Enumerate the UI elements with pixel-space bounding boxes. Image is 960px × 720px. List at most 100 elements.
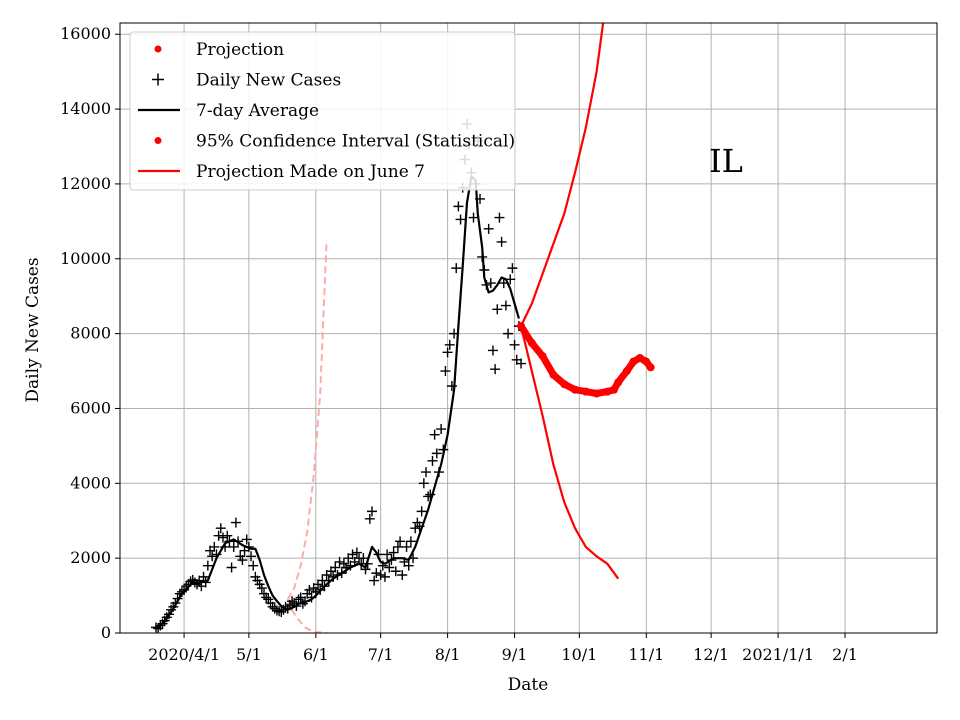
series-95-confidence-interval-lower	[519, 325, 620, 580]
daily-case-marker	[222, 530, 233, 541]
legend-item: Daily New Cases	[152, 71, 341, 91]
legend-item: 95% Confidence Interval (Statistical)	[154, 132, 515, 152]
projection-dot	[527, 338, 536, 347]
daily-case-marker	[226, 562, 237, 573]
daily-case-marker	[509, 339, 520, 350]
daily-case-marker	[496, 236, 507, 247]
x-tick-label: 10/1	[561, 645, 597, 664]
daily-case-marker	[261, 592, 272, 603]
series-projection	[517, 322, 655, 398]
daily-case-marker	[418, 478, 429, 489]
projection-dot	[629, 357, 638, 366]
daily-case-marker	[217, 532, 228, 543]
y-tick-label: 10000	[60, 249, 111, 268]
x-tick-label: 9/1	[502, 645, 528, 664]
series-projection-made-on-june-7-upper	[286, 240, 328, 600]
daily-case-marker	[485, 278, 496, 289]
daily-case-marker	[455, 214, 466, 225]
daily-case-marker	[503, 328, 514, 339]
projection-dot	[609, 385, 618, 394]
daily-case-marker	[230, 517, 241, 528]
daily-case-marker	[397, 569, 408, 580]
projection-dot	[571, 385, 580, 394]
daily-case-marker	[436, 424, 447, 435]
daily-case-marker	[358, 553, 369, 564]
legend-item: Projection	[154, 40, 284, 60]
daily-case-marker	[382, 549, 393, 560]
daily-case-marker	[369, 575, 380, 586]
legend-label: Projection Made on June 7	[196, 162, 425, 182]
y-tick-label: 0	[101, 623, 111, 642]
daily-case-marker	[487, 345, 498, 356]
daily-case-marker	[516, 358, 527, 369]
legend-item: 7-day Average	[138, 101, 319, 121]
y-axis-label: Daily New Cases	[23, 257, 43, 402]
daily-case-marker	[248, 560, 259, 571]
y-tick-label: 6000	[70, 398, 111, 417]
daily-case-marker	[228, 541, 239, 552]
series-95-confidence-interval-upper	[520, 22, 605, 327]
daily-case-marker	[388, 547, 399, 558]
x-tick-label: 6/1	[303, 645, 329, 664]
daily-case-marker	[390, 566, 401, 577]
daily-case-marker	[440, 366, 451, 377]
daily-case-marker	[490, 364, 501, 375]
daily-case-marker	[500, 300, 511, 311]
daily-case-marker	[403, 560, 414, 571]
daily-case-marker	[269, 603, 280, 614]
daily-case-marker	[215, 523, 226, 534]
series-line	[519, 325, 620, 580]
x-tick-label: 8/1	[435, 645, 461, 664]
legend-plus-marker	[152, 73, 164, 86]
daily-case-marker	[207, 551, 218, 562]
daily-case-marker	[444, 339, 455, 350]
axes-frame	[119, 22, 938, 634]
daily-case-marker	[241, 534, 252, 545]
series-line	[155, 175, 520, 630]
projection-dot	[642, 357, 651, 366]
daily-case-marker	[271, 605, 282, 616]
daily-case-marker	[405, 536, 416, 547]
daily-case-marker	[375, 569, 386, 580]
projection-dot	[581, 387, 590, 396]
series-layer	[151, 22, 655, 634]
legend-dot-marker	[154, 137, 162, 144]
daily-case-marker	[202, 560, 213, 571]
daily-case-marker	[492, 304, 503, 315]
projection-dot	[592, 389, 601, 398]
daily-case-marker	[198, 571, 209, 582]
projection-dot	[646, 363, 655, 372]
x-tick-label: 2021/1/1	[742, 645, 814, 664]
projection-dot	[549, 370, 558, 379]
series-line	[520, 22, 605, 327]
x-tick-label: 5/1	[236, 645, 262, 664]
daily-case-marker	[431, 448, 442, 459]
legend-box	[129, 31, 516, 191]
daily-case-marker	[246, 551, 257, 562]
daily-case-marker	[507, 263, 518, 274]
state-label: IL	[709, 142, 743, 180]
y-tick-label: 4000	[70, 473, 111, 492]
daily-case-marker	[330, 562, 341, 573]
daily-case-marker	[293, 594, 304, 605]
series-projection-made-on-june-7-lower	[286, 598, 327, 634]
x-tick-label: 2020/4/1	[148, 645, 220, 664]
y-tick-label: 12000	[60, 174, 111, 193]
daily-case-marker	[274, 606, 285, 617]
daily-case-marker	[401, 541, 412, 552]
daily-case-marker	[213, 530, 224, 541]
y-tick-label: 14000	[60, 99, 111, 118]
daily-case-marker	[421, 467, 431, 478]
projection-dot	[517, 322, 526, 331]
daily-case-marker	[416, 506, 427, 517]
daily-case-marker	[304, 584, 315, 595]
x-tick-label: 11/1	[628, 645, 664, 664]
daily-case-marker	[367, 506, 377, 517]
y-tick-label: 8000	[70, 324, 111, 343]
y-tick-label: 2000	[70, 548, 111, 567]
daily-case-marker	[468, 212, 479, 223]
daily-case-marker	[451, 263, 462, 274]
projection-dot	[538, 352, 547, 361]
daily-case-marker	[442, 347, 453, 358]
